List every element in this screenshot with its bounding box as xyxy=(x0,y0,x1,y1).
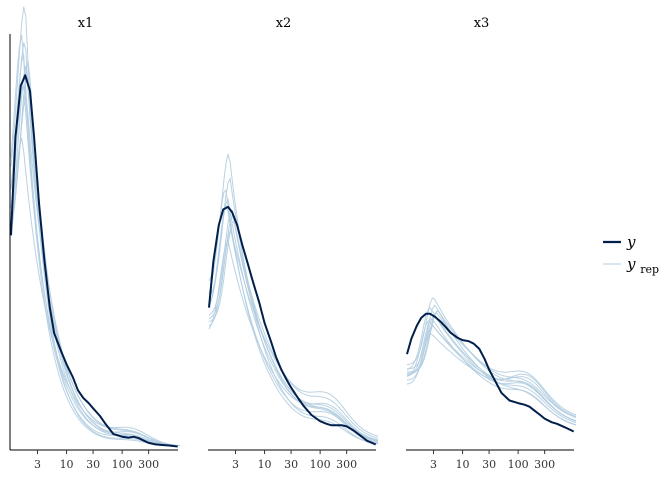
x-tick-label-x2-30: 30 xyxy=(284,458,298,471)
legend: y y rep xyxy=(603,233,659,276)
x-tick-label-x2-300: 300 xyxy=(336,458,357,471)
panel-x1: x1 3 10 30 100 300 xyxy=(9,6,181,471)
yrep-line-x1-10 xyxy=(10,137,181,446)
legend-yrep-label-main: y xyxy=(626,255,636,273)
y-line-x2 xyxy=(208,205,377,446)
x-tick-label-x2-100: 100 xyxy=(310,458,331,471)
yrep-line-x2-6 xyxy=(208,153,379,445)
y-line-x1 xyxy=(10,74,178,448)
legend-yrep-label: y rep xyxy=(626,255,659,276)
x-tick-label-x1-300: 300 xyxy=(138,458,159,471)
yrep-line-x3-10 xyxy=(406,333,577,417)
yrep-line-x2-8 xyxy=(208,203,379,443)
yrep-line-x2-9 xyxy=(208,213,379,441)
x-tick-label-x2-10: 10 xyxy=(258,458,272,471)
yrep-line-x1-7 xyxy=(10,85,180,446)
yrep-line-x3-8 xyxy=(406,324,577,418)
yrep-line-x2-5 xyxy=(208,221,379,441)
yrep-line-x3-3 xyxy=(407,312,577,416)
x-tick-label-x2-3: 3 xyxy=(232,458,239,471)
yrep-line-x3-7 xyxy=(407,310,577,418)
yrep-line-x1-8 xyxy=(10,61,180,446)
yrep-line-x1-5 xyxy=(10,76,180,446)
yrep-line-x1-1 xyxy=(10,42,180,446)
yrep-line-x1-9 xyxy=(10,96,180,446)
x-tick-label-x3-100: 100 xyxy=(508,458,529,471)
panel-title-x1: x1 xyxy=(78,16,94,31)
yrep-line-x1-2 xyxy=(10,54,180,446)
x-tick-label-x1-10: 10 xyxy=(60,458,74,471)
x-tick-label-x1-100: 100 xyxy=(112,458,133,471)
legend-yrep-label-subscript: rep xyxy=(640,263,659,276)
yrep-line-x3-1 xyxy=(406,297,577,422)
legend-y-label: y xyxy=(626,233,636,251)
yrep-line-x2-10 xyxy=(208,239,379,441)
y-line-x3 xyxy=(406,312,575,433)
x-tick-label-x3-3: 3 xyxy=(430,458,437,471)
panel-x2: x2 3 10 30 100 300 xyxy=(208,16,379,471)
x-tick-label-x3-10: 10 xyxy=(456,458,470,471)
x-tick-label-x1-30: 30 xyxy=(86,458,100,471)
panel-title-x2: x2 xyxy=(276,16,292,31)
x-tick-label-x3-30: 30 xyxy=(482,458,496,471)
x-tick-label-x1-3: 3 xyxy=(34,458,41,471)
yrep-line-x2-7 xyxy=(208,229,379,437)
panel-title-x3: x3 xyxy=(474,16,490,31)
x-tick-label-x3-300: 300 xyxy=(534,458,555,471)
yrep-line-x1-4 xyxy=(10,34,180,446)
panel-x3: x3 3 10 30 100 300 xyxy=(406,16,577,471)
